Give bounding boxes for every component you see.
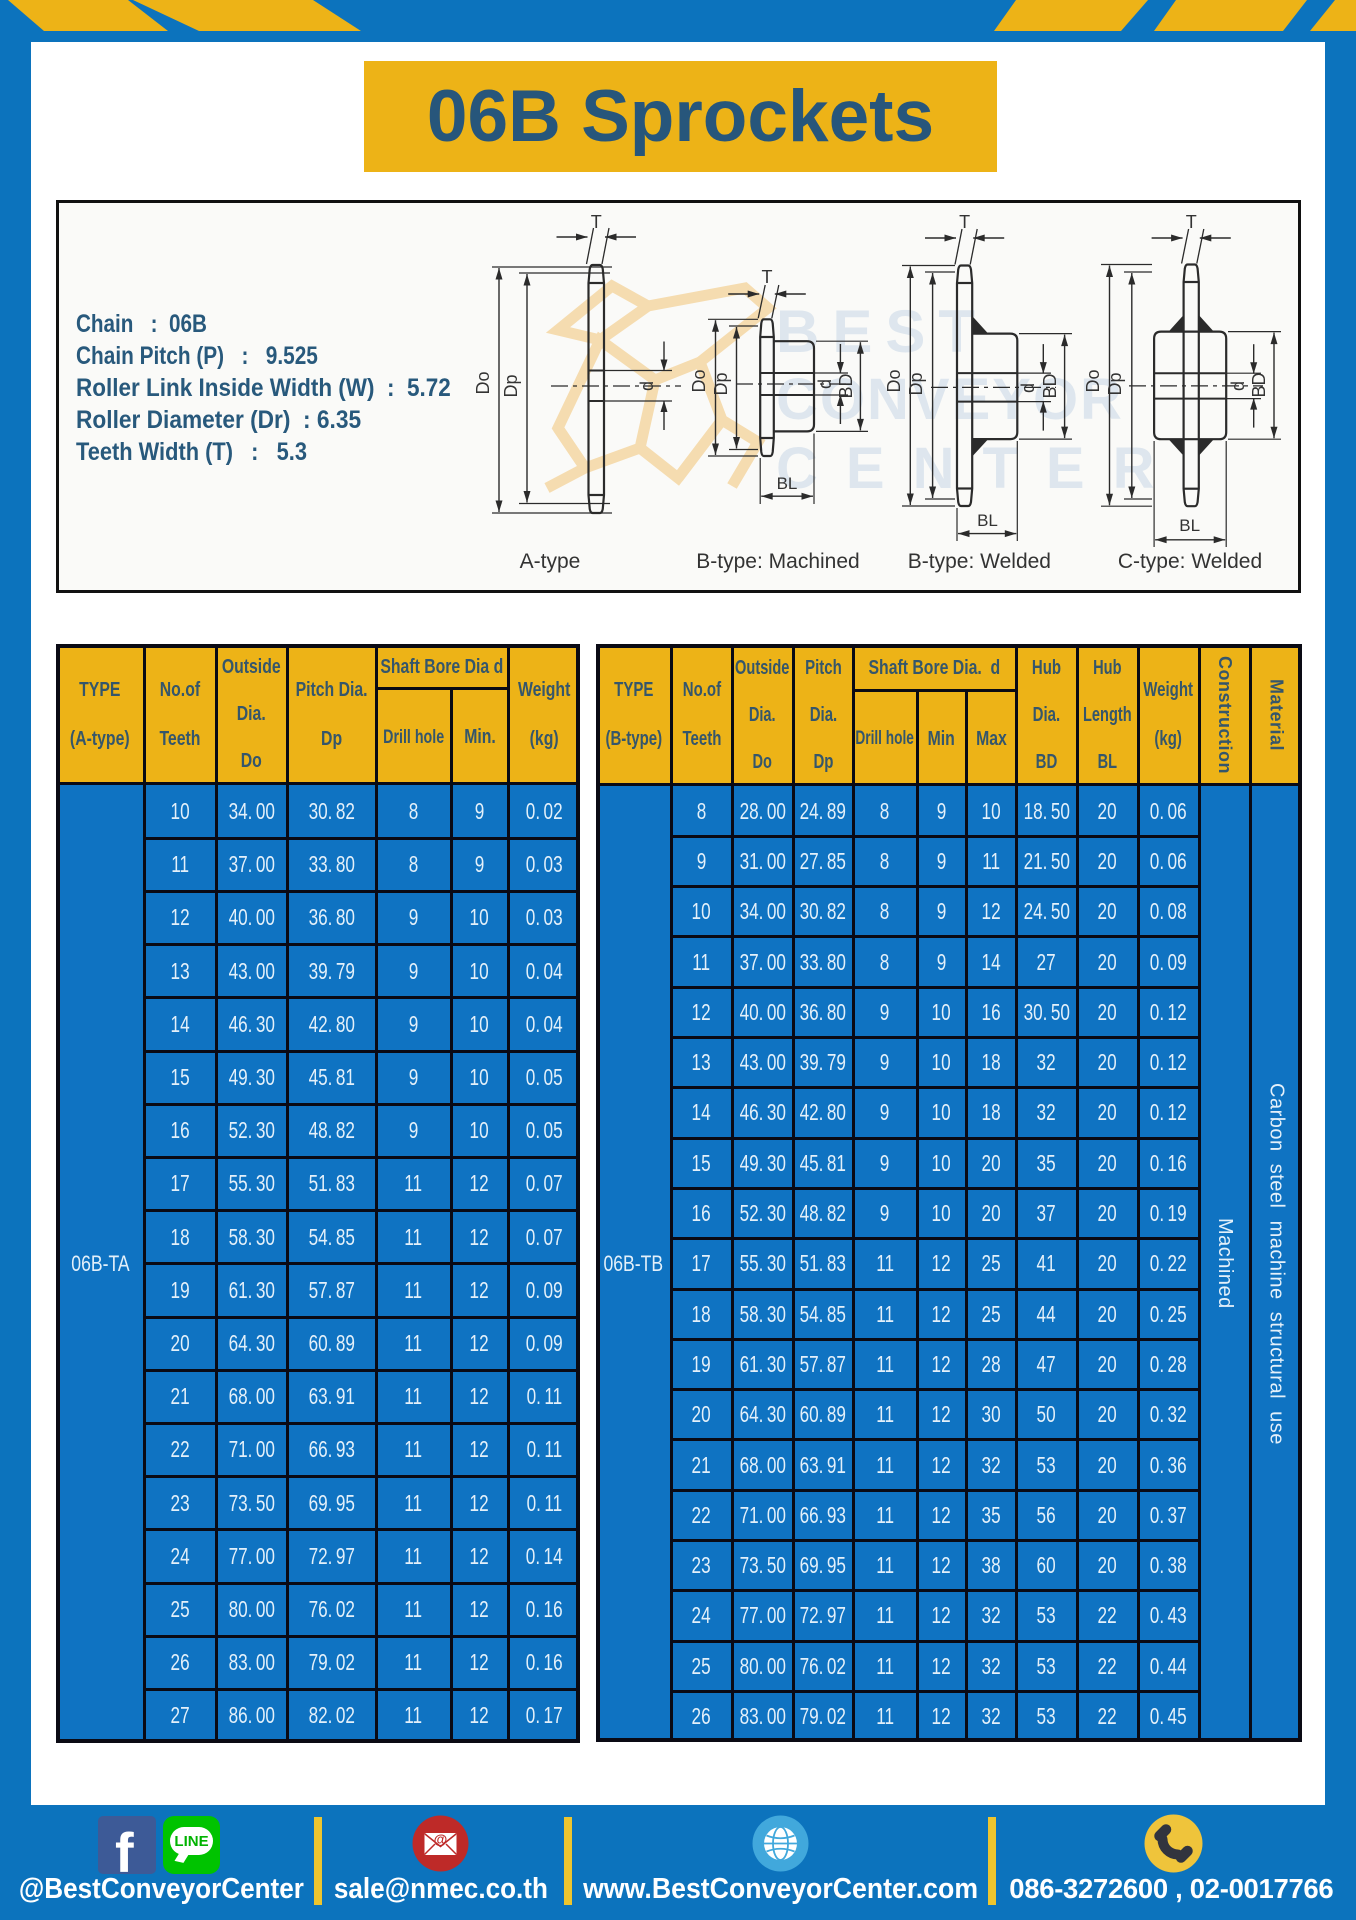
svg-text:Do: Do xyxy=(1083,369,1103,392)
svg-text:T: T xyxy=(591,212,602,232)
svg-text:d: d xyxy=(1018,383,1038,393)
svg-text:BL: BL xyxy=(777,474,798,493)
svg-text:d: d xyxy=(1228,381,1248,391)
svg-text:Dp: Dp xyxy=(711,372,731,395)
svg-text:BD: BD xyxy=(1249,372,1269,397)
svg-text:B-type: Welded: B-type: Welded xyxy=(908,550,1051,573)
svg-text:Do: Do xyxy=(689,369,709,392)
svg-text:B-type: Machined: B-type: Machined xyxy=(696,550,859,573)
svg-text:BEST: BEST xyxy=(776,298,988,365)
svg-text:BD: BD xyxy=(836,373,856,398)
svg-text:Do: Do xyxy=(884,369,904,392)
svg-text:CONVEYOR: CONVEYOR xyxy=(776,367,1124,432)
svg-text:@: @ xyxy=(434,1831,448,1847)
svg-text:BD: BD xyxy=(1040,373,1060,398)
svg-text:Dp: Dp xyxy=(1105,372,1125,395)
svg-text:T: T xyxy=(1186,212,1197,232)
svg-text:BL: BL xyxy=(1179,516,1200,535)
svg-text:d: d xyxy=(637,381,657,391)
svg-text:d: d xyxy=(815,379,835,389)
svg-text:Dp: Dp xyxy=(906,372,926,395)
svg-text:Do: Do xyxy=(473,371,493,394)
svg-text:T: T xyxy=(959,212,970,232)
svg-text:CENTER: CENTER xyxy=(776,436,1182,501)
svg-text:Dp: Dp xyxy=(501,374,521,397)
svg-text:T: T xyxy=(762,267,773,287)
svg-text:A-type: A-type xyxy=(520,550,581,573)
svg-text:BL: BL xyxy=(977,511,998,530)
svg-text:C-type: Welded: C-type: Welded xyxy=(1118,550,1262,573)
